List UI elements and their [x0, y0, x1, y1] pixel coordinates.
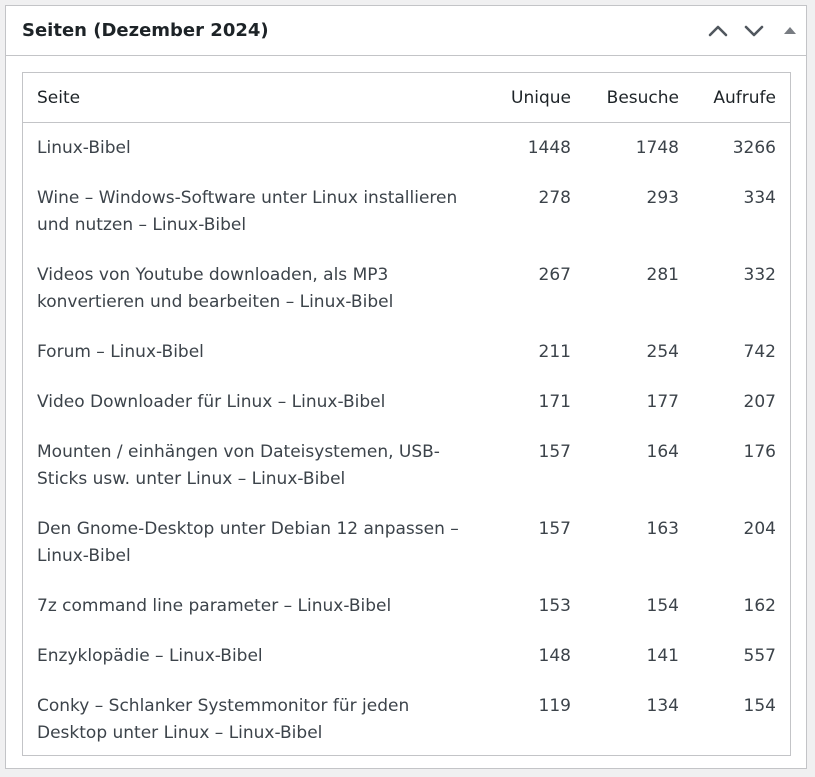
visits-cell: 164 [646, 442, 679, 462]
views-cell: 742 [743, 342, 776, 362]
views-cell: 557 [743, 646, 776, 666]
pages-table-container: Seite Unique Besuche Aufrufe Linux-Bibel… [22, 72, 791, 756]
unique-cell: 211 [538, 342, 571, 362]
unique-cell: 153 [538, 596, 571, 616]
page-title-cell: Linux-Bibel [37, 138, 131, 158]
table-row: Conky – Schlanker Systemmonitor für jede… [23, 681, 790, 755]
unique-cell: 157 [538, 519, 571, 539]
chevron-up-icon [708, 25, 728, 37]
visits-cell: 1748 [635, 138, 679, 158]
triangle-up-icon [784, 27, 796, 34]
table-header-row: Seite Unique Besuche Aufrufe [23, 73, 790, 123]
table-row: 7z command line parameter – Linux-Bibel … [23, 581, 790, 631]
views-cell: 154 [743, 696, 776, 716]
widget-header: Seiten (Dezember 2024) [6, 6, 806, 56]
table-row: Wine – Windows-Software unter Linux inst… [23, 173, 790, 250]
visits-cell: 254 [646, 342, 679, 362]
table-row: Linux-Bibel 1448 1748 3266 [23, 123, 790, 174]
unique-cell: 119 [538, 696, 571, 716]
unique-cell: 148 [538, 646, 571, 666]
views-cell: 3266 [732, 138, 776, 158]
visits-cell: 134 [646, 696, 679, 716]
page-title-cell: Video Downloader für Linux – Linux-Bibel [37, 392, 386, 412]
views-cell: 162 [743, 596, 776, 616]
page-title-cell: Wine – Windows-Software unter Linux inst… [37, 188, 458, 235]
move-down-button[interactable] [738, 15, 770, 47]
unique-cell: 278 [538, 188, 571, 208]
views-cell: 334 [743, 188, 776, 208]
pages-table: Seite Unique Besuche Aufrufe Linux-Bibel… [23, 73, 790, 755]
visits-cell: 163 [646, 519, 679, 539]
visits-cell: 281 [646, 265, 679, 285]
unique-cell: 157 [538, 442, 571, 462]
views-cell: 207 [743, 392, 776, 412]
page-title-cell: Forum – Linux-Bibel [37, 342, 204, 362]
unique-cell: 171 [538, 392, 571, 412]
views-cell: 204 [743, 519, 776, 539]
table-row: Den Gnome-Desktop unter Debian 12 anpass… [23, 504, 790, 581]
page-title-cell: 7z command line parameter – Linux-Bibel [37, 596, 392, 616]
visits-cell: 154 [646, 596, 679, 616]
visits-cell: 141 [646, 646, 679, 666]
page-title-cell: Den Gnome-Desktop unter Debian 12 anpass… [37, 519, 459, 566]
table-row: Videos von Youtube downloaden, als MP3 k… [23, 250, 790, 327]
unique-cell: 267 [538, 265, 571, 285]
table-row: Forum – Linux-Bibel 211 254 742 [23, 327, 790, 377]
visits-cell: 293 [646, 188, 679, 208]
views-cell: 176 [743, 442, 776, 462]
header-views: Aufrufe [693, 73, 790, 123]
unique-cell: 1448 [527, 138, 571, 158]
header-unique: Unique [497, 73, 587, 123]
move-up-button[interactable] [702, 15, 734, 47]
page-title-cell: Videos von Youtube downloaden, als MP3 k… [37, 265, 394, 312]
table-row: Video Downloader für Linux – Linux-Bibel… [23, 377, 790, 427]
pages-widget: Seiten (Dezember 2024) [5, 5, 807, 769]
toggle-panel-button[interactable] [774, 15, 806, 47]
header-page: Seite [23, 73, 497, 123]
visits-cell: 177 [646, 392, 679, 412]
chevron-down-icon [744, 25, 764, 37]
views-cell: 332 [743, 265, 776, 285]
page-title-cell: Enzyklopädie – Linux-Bibel [37, 646, 263, 666]
header-visits: Besuche [587, 73, 693, 123]
table-row: Mounten / einhängen von Dateisystemen, U… [23, 427, 790, 504]
widget-title: Seiten (Dezember 2024) [22, 20, 269, 41]
page-title-cell: Mounten / einhängen von Dateisystemen, U… [37, 442, 440, 489]
table-row: Enzyklopädie – Linux-Bibel 148 141 557 [23, 631, 790, 681]
page-title-cell: Conky – Schlanker Systemmonitor für jede… [37, 696, 410, 743]
